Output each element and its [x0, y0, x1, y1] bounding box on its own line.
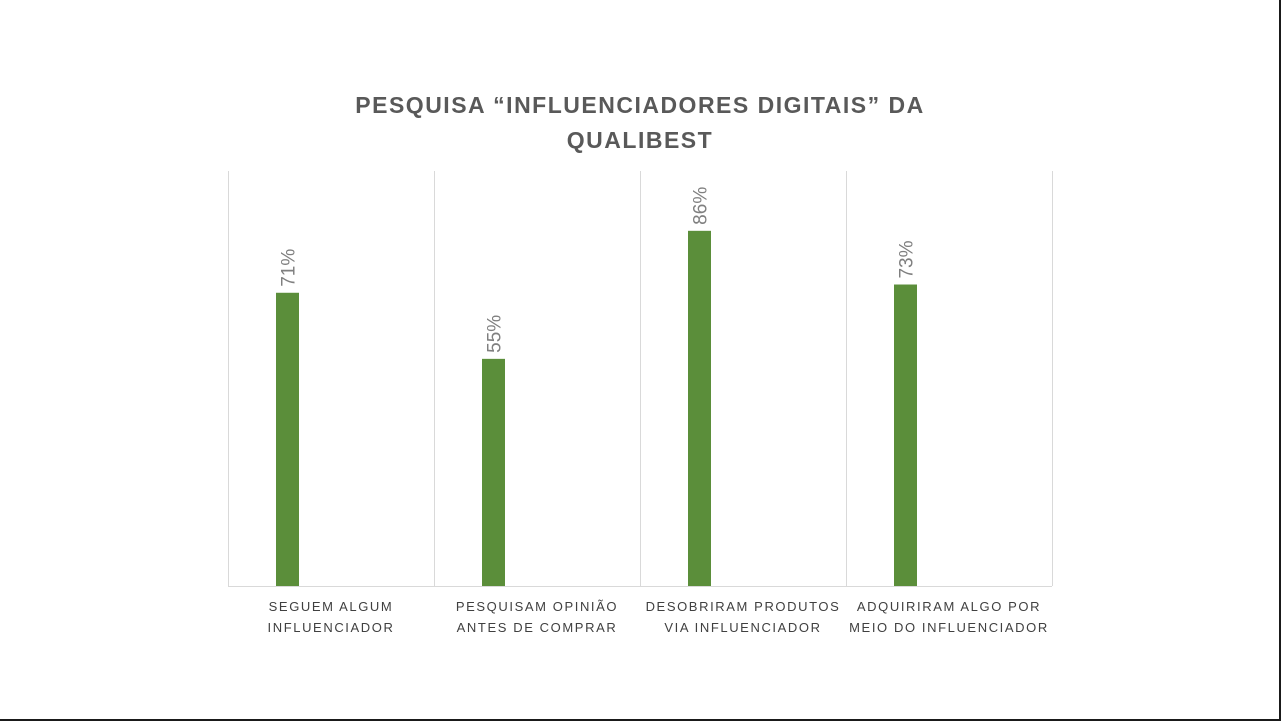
category-label: INFLUENCIADOR [268, 620, 395, 635]
data-label: 55% [485, 315, 506, 353]
data-label: 73% [897, 240, 918, 278]
bar [482, 358, 505, 586]
bar [276, 292, 299, 586]
bar [688, 230, 711, 586]
bar [894, 284, 917, 586]
category-label: SEGUEM ALGUM [269, 599, 394, 614]
chart-title: PESQUISA “INFLUENCIADORES DIGITAIS” DA Q… [355, 92, 925, 153]
category-label: MEIO DO INFLUENCIADOR [849, 620, 1049, 635]
category-label: DESOBRIRAM PRODUTOS [646, 599, 841, 614]
category-label: ADQUIRIRAM ALGO POR [857, 599, 1041, 614]
category-label: ANTES DE COMPRAR [457, 620, 618, 635]
category-label: PESQUISAM OPINIÃO [456, 599, 618, 614]
category-label: VIA INFLUENCIADOR [664, 620, 821, 635]
data-label: 86% [691, 187, 712, 225]
data-label: 71% [279, 249, 300, 287]
